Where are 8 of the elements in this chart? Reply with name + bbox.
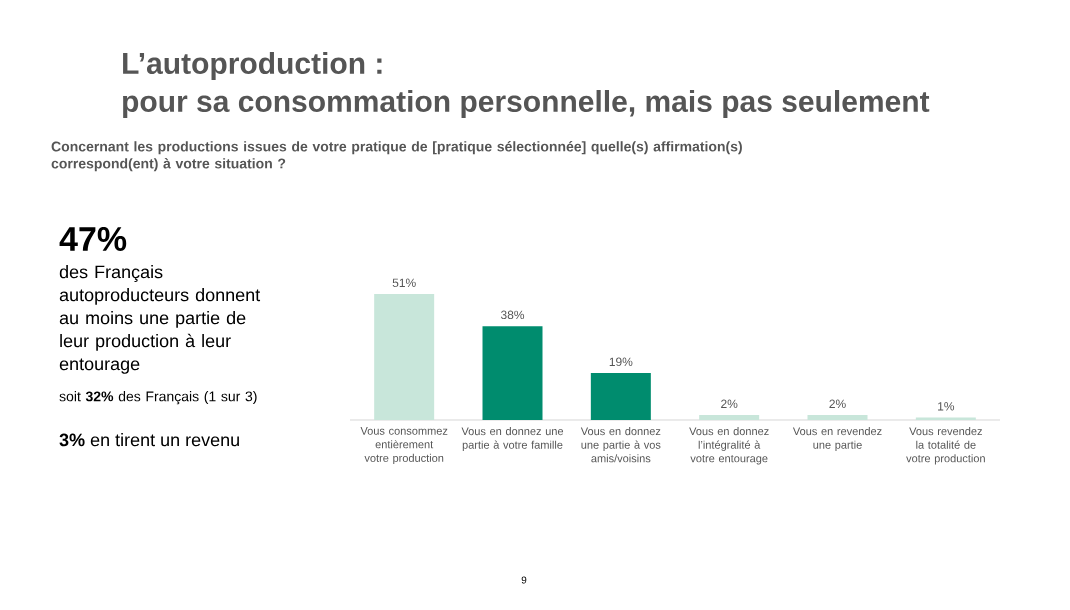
text: des Français autoproducteurs donnent au moins une partie de leur production à leur entourage bbox=[59, 265, 261, 374]
chart-subtitle: pour sa consommation personnelle, mais pas seulement bbox=[123, 90, 930, 118]
bar bbox=[482, 326, 543, 420]
text: 47% bbox=[59, 227, 127, 251]
text: 3% en tirent un revenu bbox=[59, 433, 239, 447]
bar bbox=[374, 294, 435, 420]
bar bbox=[590, 373, 651, 420]
chart-title: L’autoproduction : bbox=[123, 52, 382, 80]
